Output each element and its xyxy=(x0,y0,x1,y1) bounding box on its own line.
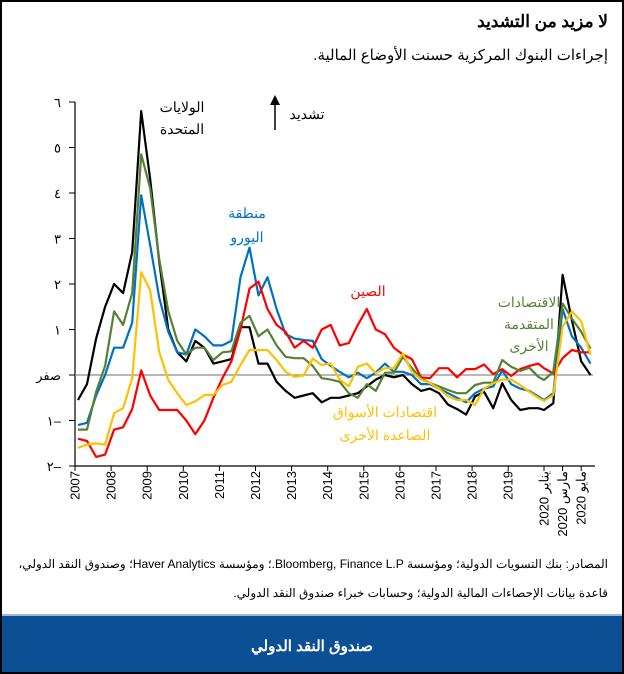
x-tick-label: 2013 xyxy=(284,471,299,500)
series-label: الأخرى xyxy=(509,337,548,355)
axes: ٦ ٥ ٤ ٣ ٢ ١ صفر ١– ٢– 2007 2008 2009 2010 2011 2012 201… xyxy=(35,95,595,537)
series-label: الاقتصادات xyxy=(498,294,561,310)
y-tick-label: ٣ xyxy=(54,232,61,247)
series-label: الصين xyxy=(350,283,385,300)
tightening-annotation: تشديد xyxy=(270,95,325,130)
y-tick-label: ٦ xyxy=(54,95,61,110)
x-tick-label: 2016 xyxy=(392,471,407,500)
series-line-2 xyxy=(77,280,591,458)
y-tick-label: ٤ xyxy=(54,186,61,201)
x-tick-label: 2019 xyxy=(501,471,516,500)
series-label: الصاعدة الأخرى xyxy=(340,426,431,444)
y-tick-label: ٥ xyxy=(54,141,61,156)
x-tick-label: 2009 xyxy=(140,471,155,500)
series-label: منطقة xyxy=(228,205,266,221)
series-line-0 xyxy=(77,110,592,416)
y-tick-label: ١– xyxy=(47,414,62,429)
series-label: الولايات xyxy=(160,99,205,116)
y-tick-label: ٢ xyxy=(54,277,61,292)
series-label: اليورو xyxy=(229,229,263,246)
series-line-4 xyxy=(77,271,592,449)
chart-subtitle: إجراءات البنوك المركزية حسنت الأوضاع الم… xyxy=(313,47,608,64)
series-label: اقتصادات الأسواق xyxy=(333,403,437,421)
x-tick-label: 2010 xyxy=(176,471,191,500)
series-lines xyxy=(77,110,592,458)
x-tick-label: 2014 xyxy=(320,471,335,500)
series-labels: الولايات المتحدة منطقة اليورو الصين الاقتصادا… xyxy=(160,99,561,444)
y-tick-label: ١ xyxy=(54,323,61,338)
series-line-3 xyxy=(78,153,592,431)
x-tick-label: يناير 2020 xyxy=(537,471,553,526)
y-tick-label: صفر xyxy=(35,368,61,384)
imf-footer-bar: صندوق النقد الدولي xyxy=(2,614,622,672)
tightening-label: تشديد xyxy=(290,106,325,122)
chart-title: لا مزيد من التشديد xyxy=(477,12,608,31)
x-tick-label: مايو 2020 xyxy=(574,471,590,525)
series-label: المتقدمة xyxy=(504,316,554,332)
series-line-1 xyxy=(77,194,592,427)
x-tick-label: 2012 xyxy=(248,471,263,500)
x-tick-label: 2011 xyxy=(212,471,227,499)
x-tick-label: 2018 xyxy=(465,471,480,500)
arrow-up-icon-head xyxy=(270,95,280,105)
series-label: المتحدة xyxy=(160,121,204,137)
footer-label: صندوق النقد الدولي xyxy=(251,638,374,655)
x-tick-label: مارس 2020 xyxy=(555,471,571,537)
x-tick-label: 2008 xyxy=(104,471,119,500)
x-tick-label: 2007 xyxy=(68,471,83,500)
x-tick-label: 2017 xyxy=(429,471,444,500)
x-tick-label: 2015 xyxy=(356,471,371,500)
y-tick-label: ٢– xyxy=(47,459,62,474)
sources-note: المصادر: بنك التسويات الدولية؛ ومؤسسة Bl… xyxy=(18,557,608,600)
